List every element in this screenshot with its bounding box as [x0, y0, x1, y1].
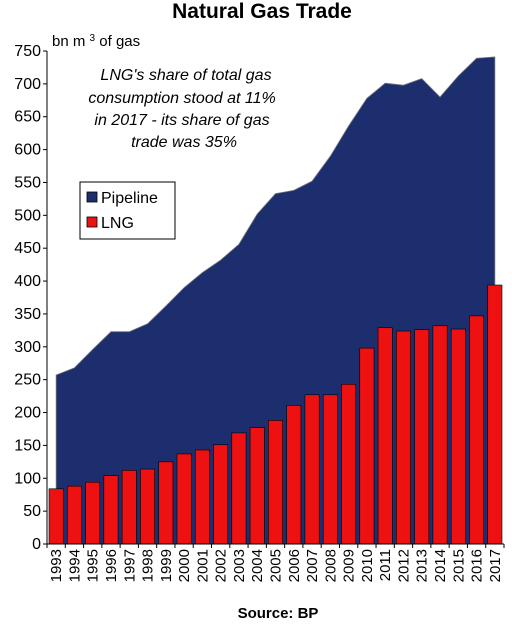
lng-bar-2017 — [487, 284, 503, 545]
lng-bar-2014 — [432, 325, 448, 545]
y-tick-label-750: 750 — [14, 43, 41, 60]
x-tick-label-2007: 2007 — [304, 549, 321, 582]
x-tick-label-2016: 2016 — [469, 549, 486, 582]
y-tick-label-300: 300 — [14, 339, 41, 356]
x-tick-label-2006: 2006 — [286, 549, 303, 582]
annotation-line-2: consumption stood at 11% — [88, 90, 275, 107]
lng-bar-2003 — [231, 432, 247, 545]
lng-bar-2001 — [194, 449, 210, 545]
x-tick-label-1996: 1996 — [103, 549, 120, 582]
y-tick-label-250: 250 — [14, 372, 41, 389]
y-tick-label-550: 550 — [14, 174, 41, 191]
y-tick-label-500: 500 — [14, 207, 41, 224]
annotation-line-4: trade was 35% — [131, 134, 237, 151]
y-tick-label-350: 350 — [14, 306, 41, 323]
lng-bar-2010 — [359, 347, 375, 545]
annotation-line-3: in 2017 - its share of gas — [94, 112, 269, 129]
y-tick-label-0: 0 — [32, 536, 41, 553]
lng-bar-2006 — [286, 405, 302, 545]
lng-bar-2009 — [341, 383, 357, 545]
lng-bar-2013 — [414, 329, 430, 545]
lng-bar-2005 — [268, 420, 283, 545]
x-tick-label-2005: 2005 — [268, 549, 285, 582]
legend-label-pipeline: Pipeline — [101, 190, 158, 207]
lng-bar-1996 — [103, 475, 119, 545]
x-tick-label-2003: 2003 — [231, 549, 248, 582]
y-tick-label-150: 150 — [14, 437, 41, 454]
x-tick-label-2004: 2004 — [249, 549, 266, 582]
annotation-line-1: LNG's share of total gas — [100, 67, 271, 84]
legend-label-lng: LNG — [101, 215, 134, 232]
y-tick-label-50: 50 — [23, 503, 41, 520]
x-tick-label-2014: 2014 — [432, 549, 449, 582]
x-tick-label-2008: 2008 — [322, 549, 339, 582]
y-tick-label-450: 450 — [14, 240, 41, 257]
lng-bar-layer — [48, 284, 503, 545]
chart-title: Natural Gas Trade — [172, 0, 352, 23]
lng-bar-2011 — [377, 327, 393, 545]
source-label: Source: BP — [238, 605, 319, 622]
x-tick-label-2013: 2013 — [414, 549, 431, 582]
legend-swatch-pipeline — [86, 191, 98, 203]
lng-bar-1994 — [66, 485, 82, 545]
lng-bar-2000 — [176, 453, 192, 545]
x-tick-label-1999: 1999 — [158, 549, 175, 582]
annotation: LNG's share of total gas consumption sto… — [88, 67, 275, 151]
x-tick-label-1994: 1994 — [66, 549, 83, 582]
lng-bar-1995 — [85, 481, 101, 545]
unit-label-superscript: 3 — [90, 33, 96, 44]
lng-bar-2002 — [213, 444, 229, 545]
x-tick-label-1997: 1997 — [121, 549, 138, 582]
lng-bar-2007 — [304, 394, 320, 545]
y-tick-label-400: 400 — [14, 273, 41, 290]
unit-label: bn m 3 of gas — [52, 33, 140, 51]
y-tick-label-600: 600 — [14, 142, 41, 159]
x-tick-label-1995: 1995 — [85, 549, 102, 582]
unit-label-prefix: bn m — [52, 33, 85, 50]
legend: Pipeline LNG — [79, 181, 176, 240]
lng-bar-1993 — [48, 488, 64, 545]
y-tick-label-200: 200 — [14, 405, 41, 422]
unit-label-suffix: of gas — [99, 33, 140, 50]
x-tick-label-2009: 2009 — [341, 549, 358, 582]
x-tick-label-2017: 2017 — [487, 549, 504, 582]
lng-bar-2016 — [469, 315, 485, 545]
x-tick-labels: 1993 1994 1995 1996 1997 1998 1999 2000 2001 2002… — [48, 549, 504, 582]
axes — [43, 50, 505, 548]
x-tick-label-2002: 2002 — [213, 549, 230, 582]
x-tick-label-1998: 1998 — [140, 549, 157, 582]
lng-bar-2012 — [396, 330, 411, 545]
x-tick-label-2001: 2001 — [194, 549, 211, 582]
x-tick-label-1993: 1993 — [48, 549, 65, 582]
y-tick-label-650: 650 — [14, 109, 41, 126]
y-tick-labels: 0 50 100 150 200 250 300 350 400 450 500 550 600 650 7… — [14, 43, 41, 553]
lng-bar-2004 — [249, 427, 265, 545]
lng-bar-2015 — [450, 328, 466, 545]
x-tick-label-2012: 2012 — [395, 549, 412, 582]
lng-bar-2008 — [322, 394, 338, 545]
x-tick-label-2011: 2011 — [377, 549, 394, 581]
x-tick-label-2010: 2010 — [359, 549, 376, 582]
lng-bar-1999 — [158, 461, 174, 545]
x-tick-label-2000: 2000 — [176, 549, 193, 582]
legend-swatch-lng — [86, 216, 98, 228]
lng-bar-1997 — [121, 470, 137, 545]
y-tick-label-100: 100 — [14, 470, 41, 487]
lng-bar-1998 — [140, 468, 155, 545]
legend-box — [79, 181, 176, 240]
x-tick-label-2015: 2015 — [450, 549, 467, 582]
y-tick-label-700: 700 — [14, 76, 41, 93]
